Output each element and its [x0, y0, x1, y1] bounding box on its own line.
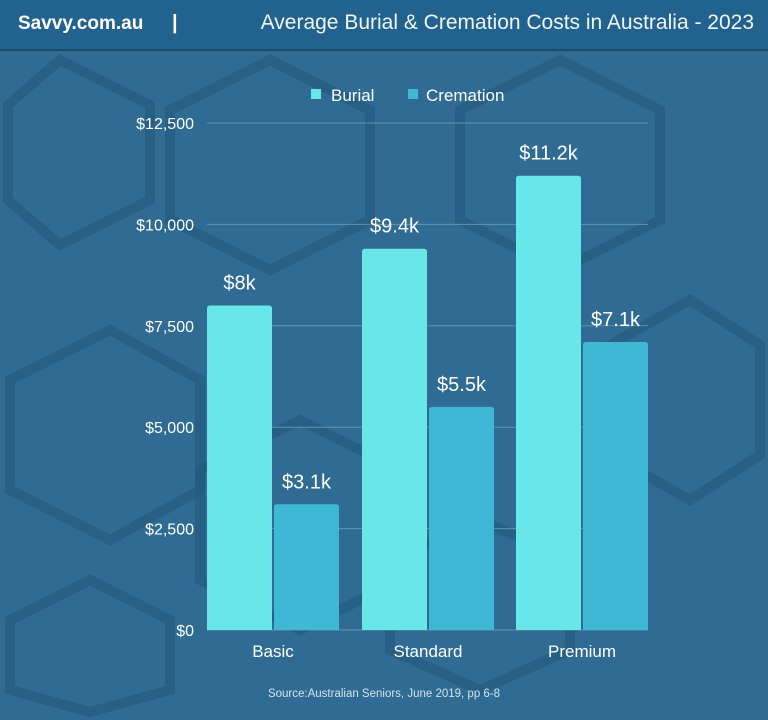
legend-swatch-burial: [311, 89, 321, 99]
header-bar: Savvy.com.au | Average Burial & Crematio…: [0, 0, 768, 51]
source-note: Source:Australian Seniors, June 2019, pp…: [268, 688, 500, 700]
x-tick-label: Basic: [252, 642, 294, 661]
y-tick-label: $7,500: [145, 319, 194, 336]
bar-cremation-basic: [274, 504, 339, 630]
data-label: $5.5k: [437, 374, 487, 396]
y-tick-label: $0: [176, 623, 194, 640]
y-tick-label: $10,000: [136, 217, 194, 234]
y-tick-label: $5,000: [145, 420, 194, 437]
legend-label-cremation: Cremation: [426, 86, 504, 105]
y-tick-label: $12,500: [136, 116, 194, 133]
x-tick-label: Premium: [548, 642, 616, 661]
bar-cremation-premium: [583, 342, 648, 630]
chart-title: Average Burial & Cremation Costs in Aust…: [260, 11, 754, 34]
data-label: $8k: [223, 273, 256, 295]
legend-label-burial: Burial: [331, 86, 374, 105]
x-tick-label: Standard: [394, 642, 463, 661]
bar-burial-standard: [362, 248, 427, 630]
brand-logo: Savvy.com.au: [18, 13, 144, 34]
data-label: $11.2k: [519, 143, 579, 165]
bar-burial-premium: [516, 175, 581, 630]
data-label: $3.1k: [282, 471, 332, 493]
header-separator: |: [172, 12, 178, 34]
legend-swatch-cremation: [408, 89, 418, 99]
data-label: $9.4k: [370, 216, 420, 238]
y-tick-label: $2,500: [145, 522, 194, 539]
bar-cremation-standard: [429, 406, 494, 630]
bar-burial-basic: [207, 305, 272, 630]
legend: Burial Cremation: [311, 86, 504, 105]
data-label: $7.1k: [591, 309, 641, 331]
